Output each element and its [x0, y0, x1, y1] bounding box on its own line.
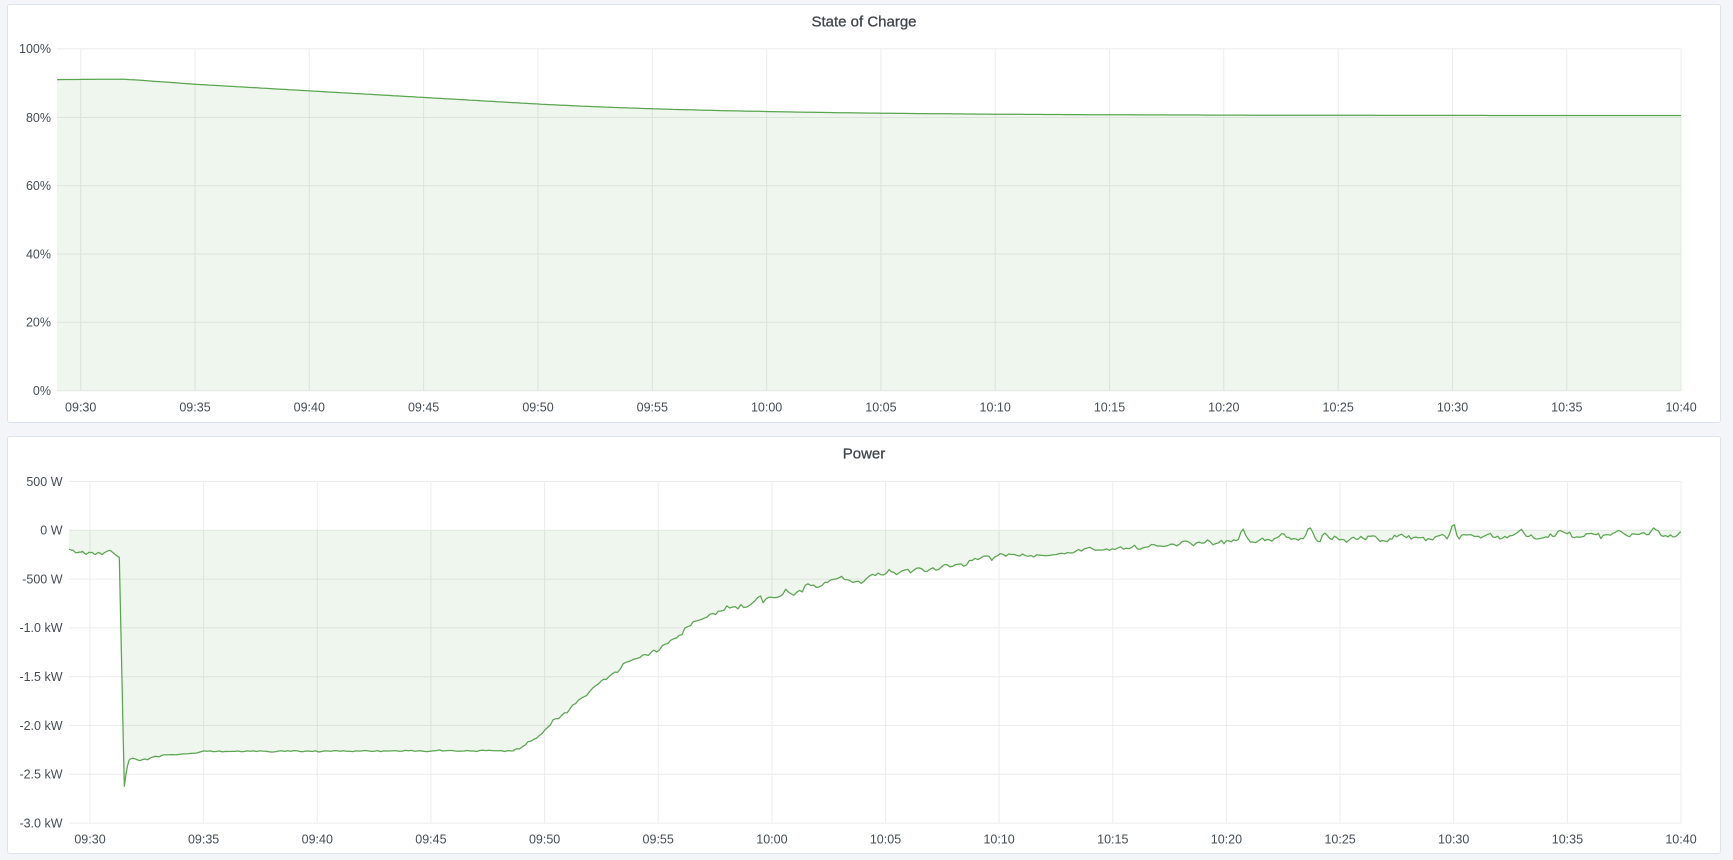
svg-text:09:55: 09:55	[637, 401, 668, 415]
svg-text:-3.0 kW: -3.0 kW	[19, 816, 62, 830]
svg-text:10:15: 10:15	[1097, 833, 1128, 847]
svg-text:10:30: 10:30	[1437, 401, 1468, 415]
svg-text:09:30: 09:30	[65, 401, 96, 415]
svg-text:09:30: 09:30	[74, 833, 105, 847]
svg-text:10:35: 10:35	[1551, 401, 1582, 415]
svg-text:-2.5 kW: -2.5 kW	[19, 768, 62, 782]
svg-text:10:15: 10:15	[1094, 401, 1125, 415]
svg-text:10:00: 10:00	[751, 401, 782, 415]
svg-text:State of Charge: State of Charge	[811, 14, 916, 31]
svg-text:10:20: 10:20	[1208, 401, 1239, 415]
svg-text:09:40: 09:40	[302, 833, 333, 847]
svg-text:10:25: 10:25	[1323, 401, 1354, 415]
svg-text:-1.5 kW: -1.5 kW	[19, 670, 62, 684]
svg-text:09:35: 09:35	[188, 833, 219, 847]
svg-text:10:40: 10:40	[1665, 401, 1696, 415]
svg-text:09:45: 09:45	[415, 833, 446, 847]
svg-text:80%: 80%	[26, 111, 51, 125]
svg-text:10:05: 10:05	[870, 833, 901, 847]
svg-text:100%: 100%	[19, 42, 51, 56]
svg-text:20%: 20%	[26, 316, 51, 330]
svg-text:09:50: 09:50	[529, 833, 560, 847]
svg-text:10:30: 10:30	[1438, 833, 1469, 847]
svg-text:09:35: 09:35	[179, 401, 210, 415]
svg-text:-500 W: -500 W	[22, 572, 62, 586]
svg-text:10:05: 10:05	[865, 401, 896, 415]
svg-text:60%: 60%	[26, 179, 51, 193]
svg-text:10:40: 10:40	[1665, 833, 1696, 847]
svg-text:09:45: 09:45	[408, 401, 439, 415]
svg-text:09:40: 09:40	[294, 401, 325, 415]
svg-text:10:10: 10:10	[983, 833, 1014, 847]
svg-text:0 W: 0 W	[40, 524, 62, 538]
svg-text:40%: 40%	[26, 247, 51, 261]
svg-text:09:55: 09:55	[643, 833, 674, 847]
svg-text:10:25: 10:25	[1324, 833, 1355, 847]
svg-text:10:20: 10:20	[1211, 833, 1242, 847]
svg-text:10:10: 10:10	[980, 401, 1011, 415]
svg-text:Power: Power	[843, 446, 886, 463]
svg-text:10:35: 10:35	[1552, 833, 1583, 847]
svg-text:10:00: 10:00	[756, 833, 787, 847]
svg-text:0%: 0%	[33, 384, 51, 398]
svg-text:09:50: 09:50	[522, 401, 553, 415]
svg-text:500 W: 500 W	[26, 475, 62, 489]
svg-text:-2.0 kW: -2.0 kW	[19, 719, 62, 733]
svg-text:-1.0 kW: -1.0 kW	[19, 621, 62, 635]
